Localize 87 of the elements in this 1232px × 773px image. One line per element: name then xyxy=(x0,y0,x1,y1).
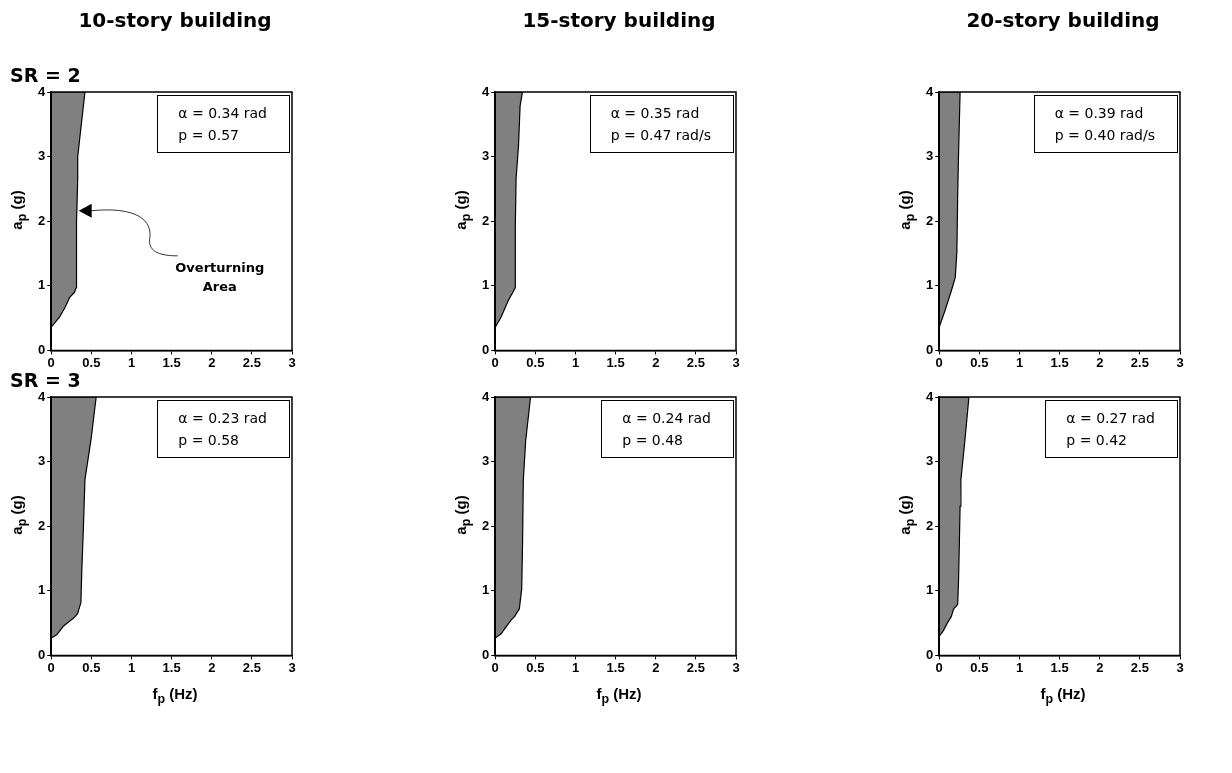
x-axis-title: f$_{p}$ (Hz) xyxy=(1039,685,1087,706)
y-tick-label: 2 xyxy=(482,212,490,228)
x-tick-label: 1.5 xyxy=(1050,659,1069,675)
y-tick-label: 1 xyxy=(38,582,46,598)
x-tick-label: 0.5 xyxy=(526,354,545,370)
annotation: α = 0.34 rad xyxy=(178,104,267,123)
y-tick-label: 2 xyxy=(482,517,490,533)
x-tick-label: 2 xyxy=(652,354,660,370)
chart-subtitle: SR = 3 xyxy=(10,369,81,391)
x-tick-label: 2.5 xyxy=(1130,354,1149,370)
y-tick-label: 3 xyxy=(482,148,490,164)
x-tick-label: 3 xyxy=(732,659,740,675)
y-tick-label: 0 xyxy=(926,646,934,662)
y-tick-label: 4 xyxy=(38,388,46,404)
annotation: α = 0.27 rad xyxy=(1066,409,1155,428)
y-tick-label: 1 xyxy=(926,277,934,293)
x-tick-label: 3 xyxy=(732,354,740,370)
annotation: p = 0.57 xyxy=(178,126,240,145)
x-tick-label: 3 xyxy=(1176,354,1184,370)
x-tick-label: 2.5 xyxy=(242,354,261,370)
y-tick-label: 0 xyxy=(38,646,46,662)
x-tick-label: 3 xyxy=(288,354,296,370)
y-tick-label: 3 xyxy=(38,148,46,164)
x-tick-label: 1 xyxy=(1015,659,1024,675)
y-tick-label: 0 xyxy=(482,646,490,662)
annotation: p = 0.58 xyxy=(178,431,240,450)
y-tick-label: 3 xyxy=(482,453,490,469)
y-tick-label: 4 xyxy=(926,83,934,99)
y-tick-label: 4 xyxy=(926,388,934,404)
x-tick-label: 1.5 xyxy=(162,354,181,370)
y-tick-label: 4 xyxy=(482,83,490,99)
y-tick-label: 0 xyxy=(926,341,934,357)
x-tick-label: 2 xyxy=(208,659,216,675)
y-tick-label: 0 xyxy=(38,341,46,357)
x-tick-label: 3 xyxy=(288,659,296,675)
annotation: p = 0.42 xyxy=(1066,431,1128,450)
annotation: α = 0.39 rad xyxy=(1054,104,1145,123)
annotation: α = 0.23 rad xyxy=(178,409,267,428)
annotation: α = 0.24 rad xyxy=(622,409,711,428)
x-tick-label: 2.5 xyxy=(242,659,261,675)
y-tick-label: 1 xyxy=(38,277,46,293)
x-tick-label: 1 xyxy=(1015,354,1024,370)
y-tick-label: 4 xyxy=(482,388,490,404)
y-tick-label: 2 xyxy=(38,517,46,533)
y-tick-label: 2 xyxy=(926,517,934,533)
annotation: p = 0.40 rad/s xyxy=(1054,126,1155,145)
chart-subtitle: SR = 2 xyxy=(10,64,81,86)
x-tick-label: 2 xyxy=(1096,354,1104,370)
y-tick-label: 4 xyxy=(38,83,46,99)
y-tick-label: 3 xyxy=(926,148,934,164)
x-tick-label: 0.5 xyxy=(82,659,101,675)
y-tick-label: 1 xyxy=(482,582,490,598)
x-axis-title: f$_{p}$ (Hz) xyxy=(151,685,199,706)
x-axis-title: f$_{p}$ (Hz) xyxy=(595,685,643,706)
x-tick-label: 0.5 xyxy=(526,659,545,675)
x-tick-label: 2 xyxy=(208,354,216,370)
x-tick-label: 1 xyxy=(571,659,580,675)
x-tick-label: 1.5 xyxy=(606,354,625,370)
x-tick-label: 1.5 xyxy=(1050,354,1069,370)
x-tick-label: 2 xyxy=(1096,659,1104,675)
x-tick-label: 1.5 xyxy=(162,659,181,675)
x-tick-label: 1 xyxy=(127,354,136,370)
annotation: p = 0.47 rad/s xyxy=(610,126,711,145)
y-tick-label: 2 xyxy=(38,212,46,228)
x-tick-label: 0.5 xyxy=(970,354,989,370)
chart-title: 20-story building xyxy=(965,8,1161,32)
x-tick-label: 1 xyxy=(571,354,580,370)
chart-title: 10-story building xyxy=(77,8,273,32)
y-tick-label: 1 xyxy=(482,277,490,293)
x-tick-label: 0.5 xyxy=(82,354,101,370)
x-tick-label: 2.5 xyxy=(686,659,705,675)
x-tick-label: 1.5 xyxy=(606,659,625,675)
x-tick-label: 0.5 xyxy=(970,659,989,675)
y-tick-label: 0 xyxy=(482,341,490,357)
x-tick-label: 2 xyxy=(652,659,660,675)
annotation: p = 0.48 xyxy=(622,431,684,450)
annotation: Overturning Area xyxy=(175,259,265,294)
annotation: α = 0.35 rad xyxy=(610,104,701,123)
x-tick-label: 2.5 xyxy=(686,354,705,370)
x-tick-label: 3 xyxy=(1176,659,1184,675)
x-tick-label: 1 xyxy=(127,659,136,675)
y-tick-label: 3 xyxy=(38,453,46,469)
y-tick-label: 2 xyxy=(926,212,934,228)
y-tick-label: 3 xyxy=(926,453,934,469)
x-tick-label: 2.5 xyxy=(1130,659,1149,675)
y-tick-label: 1 xyxy=(926,582,934,598)
chart-title: 15-story building xyxy=(521,8,717,32)
